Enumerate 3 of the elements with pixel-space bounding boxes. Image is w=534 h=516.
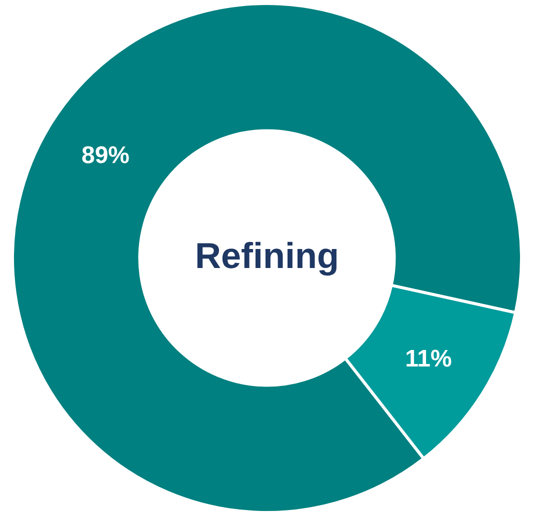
text: Refining bbox=[195, 234, 339, 276]
data-label: 11% bbox=[405, 345, 452, 372]
data-label: 89% bbox=[81, 142, 130, 169]
